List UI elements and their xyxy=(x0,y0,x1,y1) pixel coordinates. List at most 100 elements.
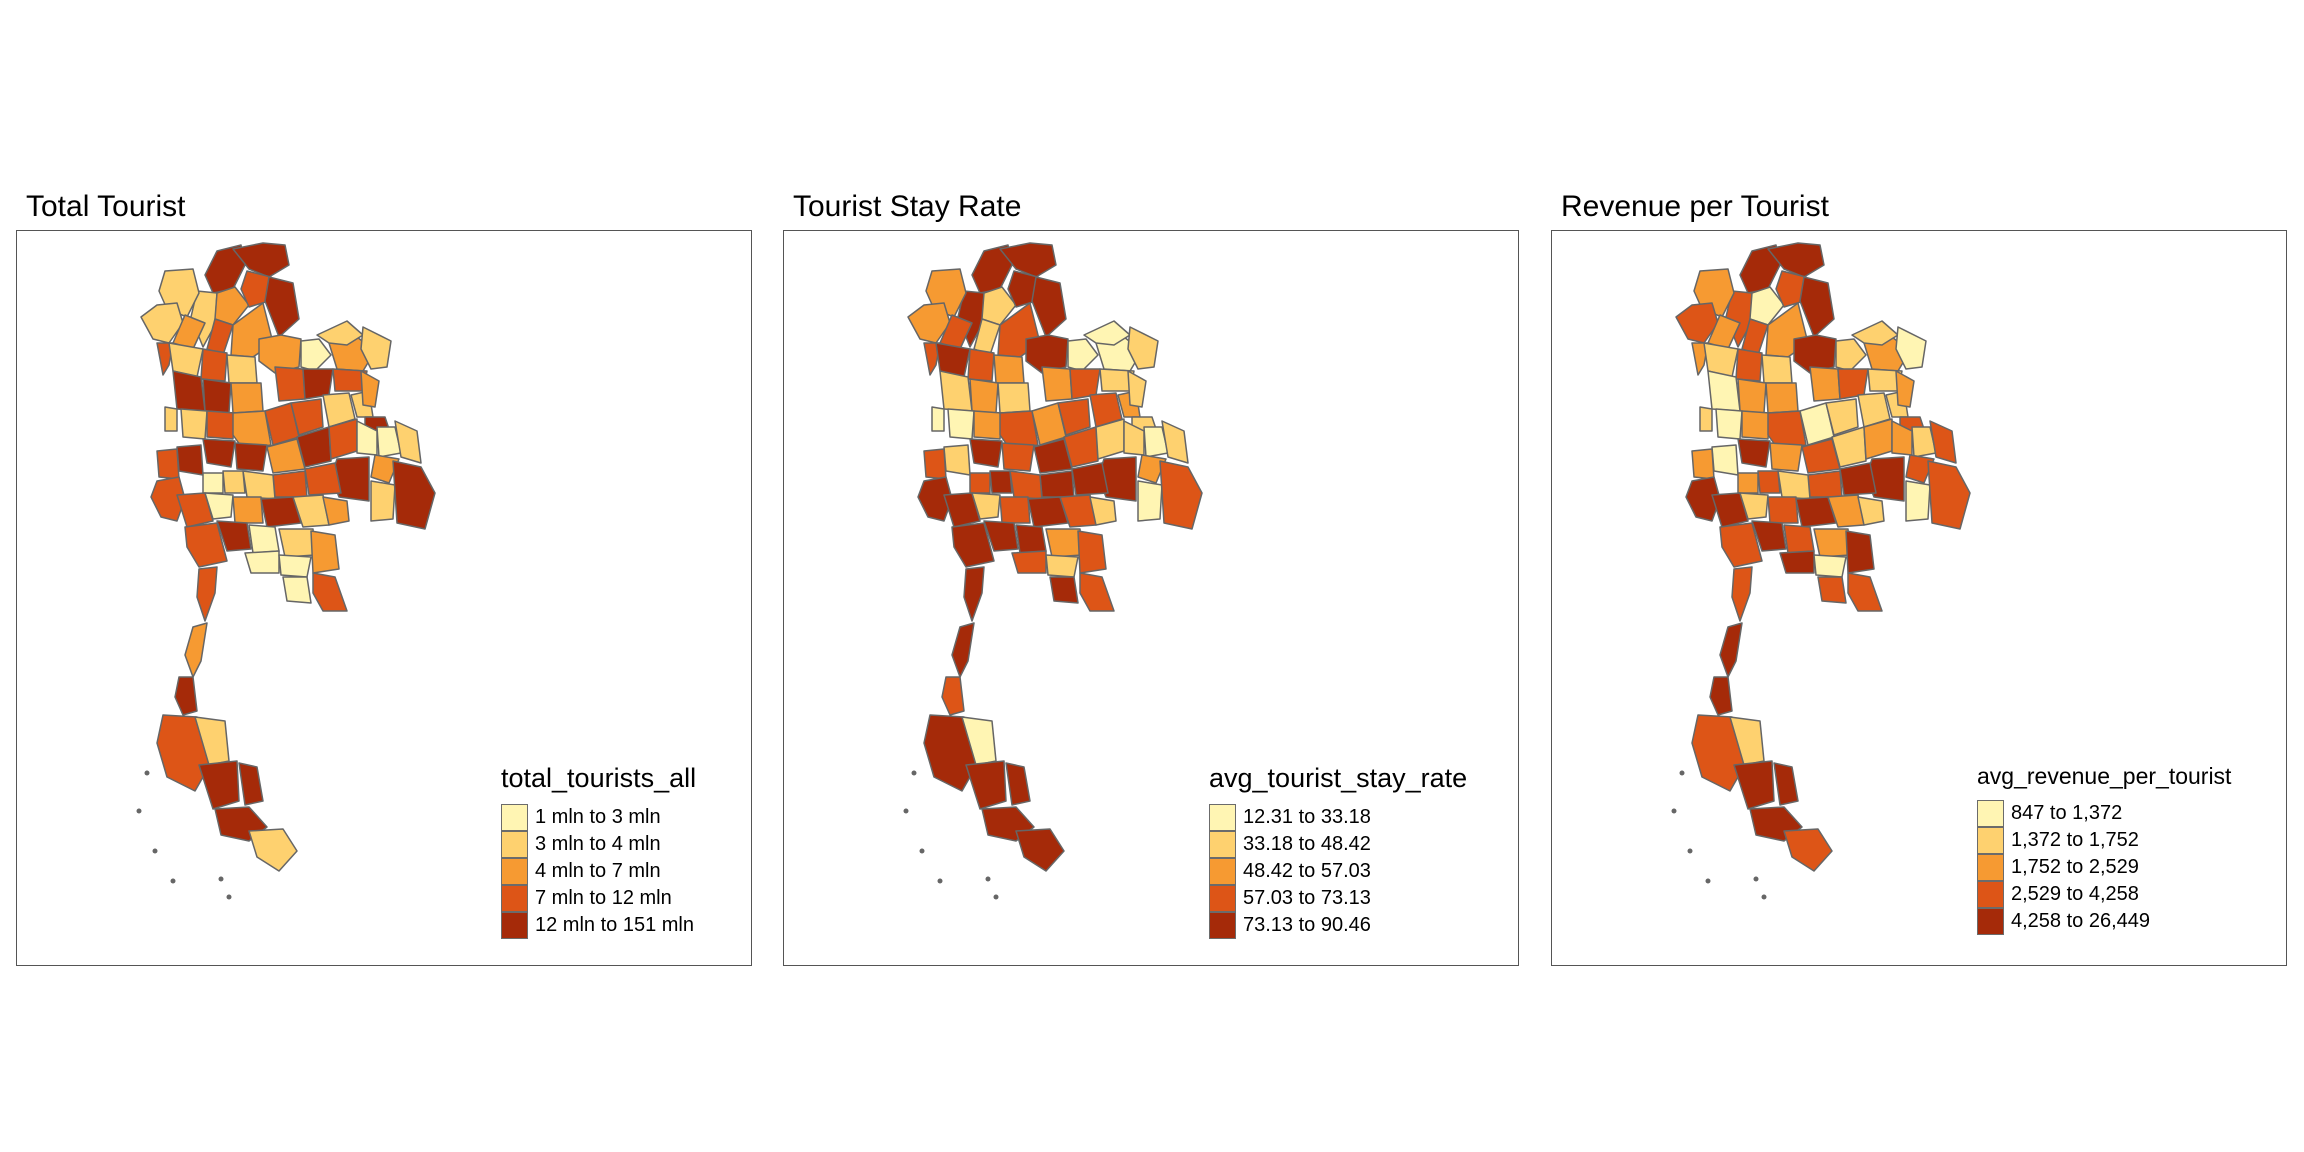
legend-title: avg_revenue_per_tourist xyxy=(1977,763,2232,789)
province-region xyxy=(1825,398,1859,436)
province-region xyxy=(156,342,174,376)
province-region xyxy=(204,492,234,520)
province-region xyxy=(304,462,342,496)
legend-label: 1,752 to 2,529 xyxy=(2011,856,2139,878)
legend: total_tourists_all 1 mln to 3 mln 3 mln … xyxy=(501,763,696,939)
province-region xyxy=(997,382,1031,414)
province-region xyxy=(1011,550,1047,574)
province-region xyxy=(232,242,290,278)
legend-swatch xyxy=(1209,912,1236,939)
province-region xyxy=(1159,460,1203,530)
province-region xyxy=(965,760,1007,810)
province-region xyxy=(1783,524,1815,554)
province-region xyxy=(1739,492,1769,520)
province-region xyxy=(1083,320,1131,346)
province-region xyxy=(312,572,348,612)
map-frame: avg_tourist_stay_rate 12.31 to 33.18 33.… xyxy=(783,230,1519,966)
panel-title: Revenue per Tourist xyxy=(1561,190,1829,223)
province-region xyxy=(200,348,228,382)
province-region xyxy=(244,550,280,574)
province-region xyxy=(156,448,180,480)
province-region xyxy=(1793,334,1837,374)
map-panel-revenue-per-tourist: Revenue per Tourist avg_revenue_per_tour… xyxy=(1551,0,2291,1152)
legend-item: 12 mln to 151 mln xyxy=(501,912,696,939)
province-region xyxy=(258,334,302,374)
province-region xyxy=(1737,472,1759,494)
thailand-choropleth-map xyxy=(1671,242,1971,900)
province-region xyxy=(322,496,350,526)
province-region xyxy=(1765,382,1799,414)
legend-item: 73.13 to 90.46 xyxy=(1209,912,1467,939)
province-region xyxy=(1015,524,1047,554)
legend-title: avg_tourist_stay_rate xyxy=(1209,763,1468,793)
province-region xyxy=(1839,462,1877,496)
thailand-choropleth-map xyxy=(903,242,1203,900)
province-region xyxy=(196,566,218,622)
province-region xyxy=(1857,496,1885,526)
province-region xyxy=(248,524,280,554)
legend-item: 1,372 to 1,752 xyxy=(1977,827,2231,854)
province-region xyxy=(1067,338,1099,372)
province-region xyxy=(1127,370,1147,408)
island-marker xyxy=(136,808,142,814)
province-region xyxy=(172,370,206,412)
legend-item: 2,529 to 4,258 xyxy=(1977,881,2231,908)
legend: avg_revenue_per_tourist 847 to 1,372 1,3… xyxy=(1977,763,2231,935)
province-region xyxy=(1015,828,1065,872)
legend-item: 1,752 to 2,529 xyxy=(1977,854,2231,881)
province-region xyxy=(316,320,364,346)
province-region xyxy=(1835,338,1867,372)
province-region xyxy=(370,480,396,522)
map-frame: total_tourists_all 1 mln to 3 mln 3 mln … xyxy=(16,230,752,966)
province-region xyxy=(951,522,995,568)
province-region xyxy=(1847,572,1883,612)
legend-item: 7 mln to 12 mln xyxy=(501,885,696,912)
map-frame: avg_revenue_per_tourist 847 to 1,372 1,3… xyxy=(1551,230,2287,966)
province-region xyxy=(176,492,214,528)
province-region xyxy=(370,454,400,484)
province-region xyxy=(1127,326,1159,370)
province-region xyxy=(917,476,953,522)
province-region xyxy=(1769,442,1803,472)
map-panel-total-tourist: Total Tourist total_tourists_all 1 mln t… xyxy=(16,0,756,1152)
province-region xyxy=(222,470,246,494)
province-region xyxy=(1929,420,1957,464)
province-region xyxy=(310,530,340,574)
province-region xyxy=(943,492,981,528)
province-region xyxy=(1809,366,1841,402)
province-region xyxy=(963,566,985,622)
legend-swatch xyxy=(501,912,528,939)
province-region xyxy=(202,472,224,494)
province-region xyxy=(1757,470,1781,494)
province-region xyxy=(1895,370,1915,408)
legend-item: 4 mln to 7 mln xyxy=(501,858,696,885)
province-region xyxy=(1737,438,1771,468)
province-region xyxy=(1071,462,1109,496)
province-region xyxy=(1719,622,1743,678)
legend-swatch xyxy=(1977,827,2004,854)
island-marker xyxy=(1753,876,1759,882)
province-region xyxy=(947,408,975,440)
legend-swatch xyxy=(1977,854,2004,881)
legend-label: 73.13 to 90.46 xyxy=(1243,914,1371,936)
province-region xyxy=(226,354,258,384)
province-region xyxy=(1007,270,1039,308)
legend-swatch xyxy=(501,885,528,912)
island-marker xyxy=(985,876,991,882)
province-region xyxy=(392,460,436,530)
province-region xyxy=(1905,454,1935,484)
legend-label: 4 mln to 7 mln xyxy=(535,860,661,882)
map-panel-tourist-stay-rate: Tourist Stay Rate avg_tourist_stay_rate … xyxy=(783,0,1523,1152)
province-region xyxy=(971,492,1001,520)
legend-swatch xyxy=(1209,804,1236,831)
province-region xyxy=(1715,408,1743,440)
province-region xyxy=(1025,334,1069,374)
province-region xyxy=(230,382,264,414)
province-region xyxy=(969,472,991,494)
province-region xyxy=(993,354,1025,384)
province-region xyxy=(1699,406,1713,432)
province-region xyxy=(967,348,995,382)
province-region xyxy=(1685,476,1721,522)
province-region xyxy=(1707,370,1741,412)
province-region xyxy=(264,276,300,338)
